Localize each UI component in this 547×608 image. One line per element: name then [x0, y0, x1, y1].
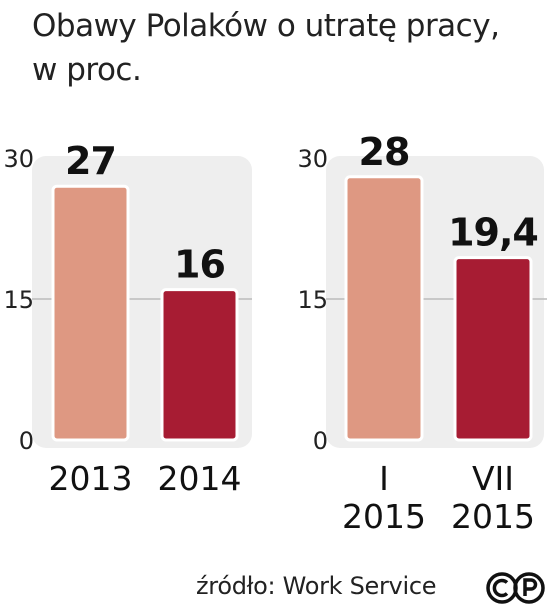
value-label: 28 — [359, 130, 410, 174]
value-label: 27 — [65, 139, 116, 183]
category-label: 2014 — [158, 459, 242, 498]
y-tick-label: 30 — [3, 145, 34, 173]
bar — [344, 175, 424, 442]
chart-title: Obawy Polaków o utratę pracy, w proc. — [32, 4, 532, 92]
value-label: 16 — [174, 243, 225, 287]
value-label: 19,4 — [448, 211, 538, 255]
category-label: 2013 — [49, 459, 133, 498]
y-tick-label: 30 — [297, 145, 328, 173]
bar — [160, 288, 239, 442]
title-line-1: Obawy Polaków o utratę pracy, — [32, 8, 500, 44]
source-note: źródło: Work Service — [196, 572, 437, 600]
y-tick-label: 0 — [19, 427, 34, 455]
chart-panel-1: 0 15 30 27 2013 16 2014 — [3, 139, 252, 498]
y-tick-label: 0 — [313, 427, 328, 455]
y-tick-label: 15 — [3, 286, 34, 314]
copyright-icon — [486, 572, 545, 604]
title-line-2: w proc. — [32, 52, 142, 88]
category-label: 2015 — [342, 497, 426, 536]
bar — [453, 256, 533, 442]
bar — [51, 184, 130, 442]
y-tick-label: 15 — [297, 286, 328, 314]
category-label: I — [379, 459, 389, 498]
category-label: 2015 — [451, 497, 535, 536]
category-label: VII — [472, 459, 514, 498]
